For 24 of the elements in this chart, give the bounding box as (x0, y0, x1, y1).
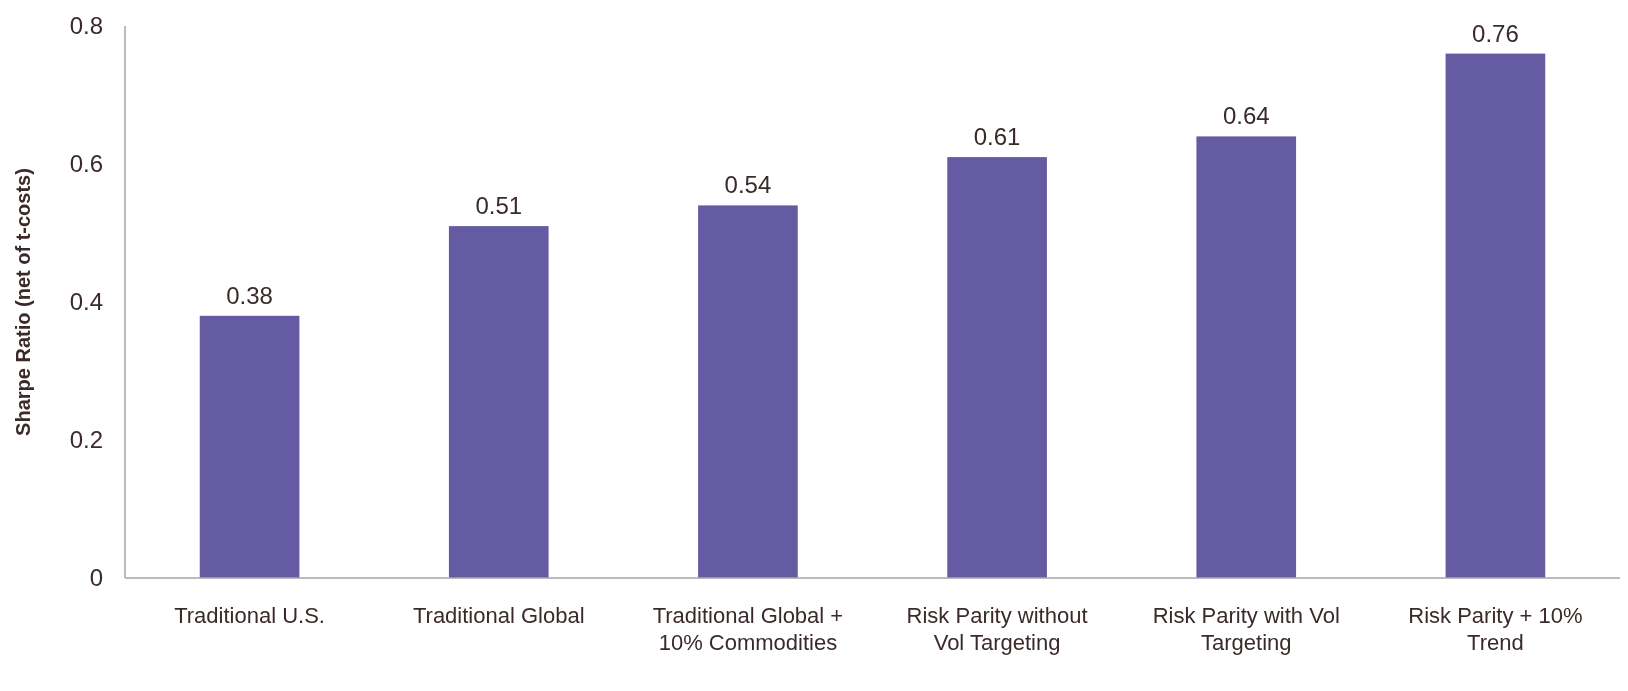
x-tick-label: Risk Parity without Vol Targeting (906, 603, 1088, 655)
data-label: 0.61 (973, 123, 1021, 151)
y-tick-label: 0.2 (69, 426, 103, 454)
data-label: 0.76 (1472, 19, 1519, 47)
data-label: 0.51 (475, 192, 523, 220)
x-tick-label: Traditional Global (412, 603, 585, 628)
y-tick-label: 0 (89, 564, 103, 592)
data-label: 0.38 (226, 281, 273, 309)
data-label: 0.54 (724, 171, 772, 199)
bar (1196, 136, 1297, 578)
data-label: 0.64 (1222, 102, 1270, 130)
y-axis-title: Sharpe Ratio (net of t-costs) (12, 168, 34, 436)
bar (199, 315, 300, 578)
bar (448, 226, 549, 578)
x-tick-label: Traditional U.S. (174, 603, 325, 628)
y-tick-label: 0.8 (69, 12, 103, 40)
y-tick-label: 0.4 (69, 288, 103, 316)
x-tick-label: Risk Parity with Vol Targeting (1152, 603, 1340, 655)
bar (698, 205, 798, 578)
bar (1445, 53, 1546, 578)
y-tick-label: 0.6 (69, 150, 103, 178)
x-tick-label: Risk Parity + 10% Trend (1408, 603, 1583, 655)
bar (947, 157, 1047, 578)
x-tick-label: Traditional Global + 10% Commodities (652, 603, 844, 655)
